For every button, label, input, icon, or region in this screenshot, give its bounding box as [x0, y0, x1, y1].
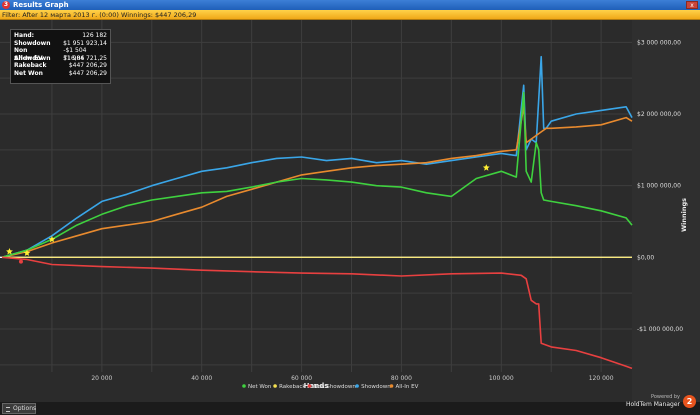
legend-entry: Non Showdown: [314, 384, 357, 390]
stat-label: All-In EV: [14, 54, 43, 62]
results-graph: 20 000 40 000 60 000 80 000 100 000 120 000 $3…: [0, 20, 700, 402]
y-tick-label: -$1 000 000,00: [637, 326, 683, 333]
options-icon: [6, 407, 10, 412]
close-button[interactable]: x: [686, 1, 698, 9]
stat-row: Non Showdown -$1 504 716,86: [14, 47, 107, 62]
stat-label: Showdown: [14, 39, 51, 47]
marker-layer: [6, 164, 490, 264]
series-lines: [1, 55, 633, 370]
stat-label: Net Won: [14, 69, 43, 77]
legend-swatch: [242, 384, 246, 388]
filter-bar: Filter: After 12 марта 2013 г. (0:00) Wi…: [0, 10, 700, 20]
tick-labels: 20 000 40 000 60 000 80 000 100 000 120 000 $3…: [91, 39, 683, 382]
legend-entry: Net Won: [248, 384, 272, 390]
y-tick-label: $2 000 000,00: [637, 111, 681, 118]
x-tick-label: 100 000: [489, 375, 514, 382]
legend-swatch: [355, 384, 359, 388]
star-marker-icon: [23, 249, 31, 256]
stat-value: $447 206,29: [68, 69, 107, 77]
chart-legend: Net Won Rakeback Non Showdown Showdown All-I…: [242, 384, 419, 390]
series-line-non-showdown: [1, 256, 633, 370]
brand-name: HoldTem Manager: [625, 401, 680, 408]
stat-value: -$1 504 716,86: [63, 47, 87, 62]
x-axis-label: Hands: [304, 382, 329, 390]
legend-swatch: [307, 384, 312, 388]
stat-value: $1 904 721,25: [63, 54, 107, 62]
app-icon: 3: [2, 1, 10, 9]
y-axis-label: Winnings: [680, 198, 688, 232]
brand-logo: Powered by HoldTem Manager 2: [618, 392, 698, 414]
stat-row: Hand: 126 182: [14, 32, 107, 40]
stat-row: Showdown $1 951 923,14: [14, 40, 107, 48]
stat-value: 126 182: [82, 32, 107, 39]
series-line-net-won: [1, 91, 633, 259]
x-tick-label: 120 000: [589, 375, 614, 382]
stat-value: $447 206,29: [68, 62, 107, 70]
legend-entry: All-In EV: [396, 384, 419, 390]
star-marker-icon: [6, 248, 13, 255]
powered-by-text: Powered by: [651, 394, 680, 400]
point-marker: [18, 259, 23, 264]
options-button[interactable]: Options: [2, 403, 36, 414]
stat-row: Net Won $447 206,29: [14, 70, 107, 78]
x-tick-label: 80 000: [391, 375, 412, 382]
y-tick-label: $3 000 000,00: [637, 39, 681, 46]
stat-value: $1 951 923,14: [63, 39, 107, 47]
x-tick-label: 20 000: [91, 375, 112, 382]
y-tick-label: $0,00: [637, 254, 654, 261]
window-titlebar: 3 Results Graph x: [0, 0, 700, 10]
filter-text: Filter: After 12 марта 2013 г. (0:00) Wi…: [2, 11, 197, 19]
axis-panel: [632, 20, 700, 402]
window-title: Results Graph: [13, 1, 69, 9]
stat-label: Hand:: [14, 32, 35, 39]
series-line-all-in-ev: [1, 106, 633, 259]
y-tick-label: $1 000 000,00: [637, 183, 681, 190]
star-marker-icon: [48, 235, 56, 243]
stat-label: Non Showdown: [14, 47, 51, 62]
legend-swatch: [273, 384, 277, 388]
bottom-bar: Options: [0, 402, 700, 415]
x-tick-label: 60 000: [291, 375, 312, 382]
options-label: Options: [13, 405, 37, 412]
stat-row: All-In EV $1 904 721,25: [14, 55, 107, 63]
stat-row: Rakeback $447 206,29: [14, 62, 107, 70]
legend-entry: Showdown: [361, 384, 391, 390]
legend-swatch: [389, 384, 394, 388]
brand-badge-icon: 2: [683, 395, 696, 408]
legend-entry: Rakeback: [279, 384, 306, 390]
star-marker-icon: [482, 164, 490, 171]
stats-summary: Hand: 126 182 Showdown $1 951 923,14 Non Sho…: [10, 29, 111, 84]
x-tick-label: 40 000: [191, 375, 212, 382]
stat-label: Rakeback: [14, 62, 47, 70]
